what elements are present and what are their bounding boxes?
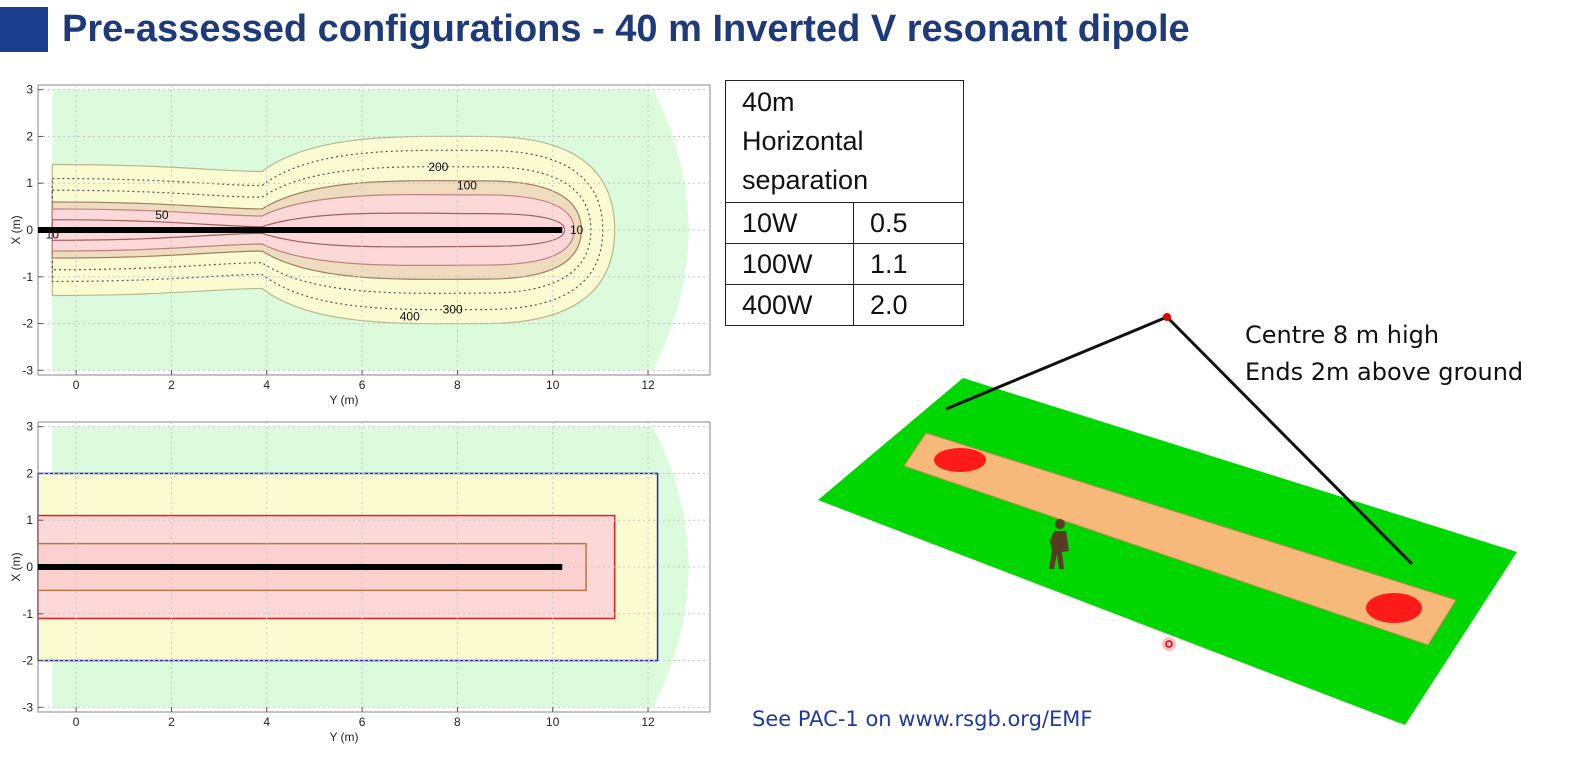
page-title: Pre-assessed configurations - 40 m Inver…: [62, 8, 1190, 50]
table-row: 100W 1.1: [725, 243, 964, 285]
x-tick-label: 6: [359, 715, 366, 729]
y-tick-label: -1: [22, 270, 33, 284]
pac-link[interactable]: See PAC-1 on www.rsgb.org/EMF: [752, 707, 1093, 731]
y-tick-label: 0: [26, 223, 33, 237]
y-tick-label: 2: [26, 466, 33, 480]
y-tick-label: -3: [22, 363, 33, 377]
contour-300: [51, 149, 604, 311]
x-tick-label: 8: [454, 715, 461, 729]
antenna-right-wire: [1165, 315, 1414, 566]
y-tick-label: 1: [26, 176, 33, 190]
y-tick-label: 0: [26, 560, 33, 574]
person-figure-icon: [1049, 519, 1069, 569]
feedpoint-icon: [1163, 313, 1171, 321]
y-tick-label: 1: [26, 513, 33, 527]
table-cell-power: 400W: [725, 284, 854, 326]
contour-label: 50: [155, 208, 169, 222]
table-cell-power: 10W: [725, 202, 854, 244]
x-tick-label: 12: [641, 715, 655, 729]
contour-label: 10: [570, 223, 584, 237]
x-tick-label: 2: [168, 715, 175, 729]
y-axis-label: X (m): [9, 552, 23, 581]
table-cell-distance: 2.0: [853, 284, 964, 326]
antenna-illustration: [818, 313, 1517, 725]
x-tick-label: 0: [73, 715, 80, 729]
x-axis-label: Y (m): [329, 393, 358, 407]
contour-200: [51, 166, 592, 294]
table-row: 10W 0.5: [725, 202, 964, 244]
y-tick-label: -2: [22, 317, 33, 331]
table-head: 40m Horizontal separation: [725, 80, 964, 203]
table-head-line-3: separation: [742, 165, 869, 195]
table-row: 400W 2.0: [725, 284, 964, 326]
x-tick-label: 2: [168, 378, 175, 392]
y-tick-label: 3: [26, 420, 33, 434]
x-tick-label: 4: [263, 378, 270, 392]
x-tick-label: 0: [73, 378, 80, 392]
exclusion-zone: [903, 432, 1457, 646]
hotspot-right: [1366, 593, 1422, 623]
y-tick-label: -1: [22, 607, 33, 621]
cursor-marker-icon: [1162, 637, 1176, 651]
x-tick-label: 10: [546, 715, 560, 729]
note-line-1: Centre 8 m high: [1245, 321, 1440, 349]
y-tick-label: -3: [22, 700, 33, 714]
title-accent-square: [0, 7, 48, 52]
y-tick-label: 3: [26, 83, 33, 97]
antenna-left-wire: [945, 315, 1168, 411]
table-cell-distance: 0.5: [853, 202, 964, 244]
separation-table: 40m Horizontal separation 10W 0.5 100W 1…: [725, 80, 964, 326]
contour-label: 100: [457, 179, 477, 193]
contour-label: 400: [400, 310, 420, 324]
cursor-marker-core-icon: [1165, 640, 1173, 648]
x-tick-label: 12: [641, 378, 655, 392]
table-head-line-1: 40m: [742, 87, 795, 117]
contour-label: 200: [428, 160, 448, 174]
contour-label: 10: [46, 228, 60, 242]
x-tick-label: 8: [454, 378, 461, 392]
table-head-row: 40m Horizontal separation: [725, 80, 964, 203]
x-axis-label: Y (m): [329, 730, 358, 744]
y-tick-label: 2: [26, 129, 33, 143]
table-head-line-2: Horizontal: [742, 126, 864, 156]
contour-label: 300: [443, 303, 463, 317]
table-cell-power: 100W: [725, 243, 854, 285]
y-axis-label: X (m): [9, 215, 23, 244]
y-tick-label: -2: [22, 654, 33, 668]
x-tick-label: 4: [263, 715, 270, 729]
table-cell-distance: 1.1: [853, 243, 964, 285]
x-tick-label: 6: [359, 378, 366, 392]
x-tick-label: 10: [546, 378, 560, 392]
note-line-2: Ends 2m above ground: [1245, 358, 1524, 386]
hotspot-left: [934, 448, 986, 472]
illustration-note: Centre 8 m high Ends 2m above ground: [1245, 317, 1523, 391]
